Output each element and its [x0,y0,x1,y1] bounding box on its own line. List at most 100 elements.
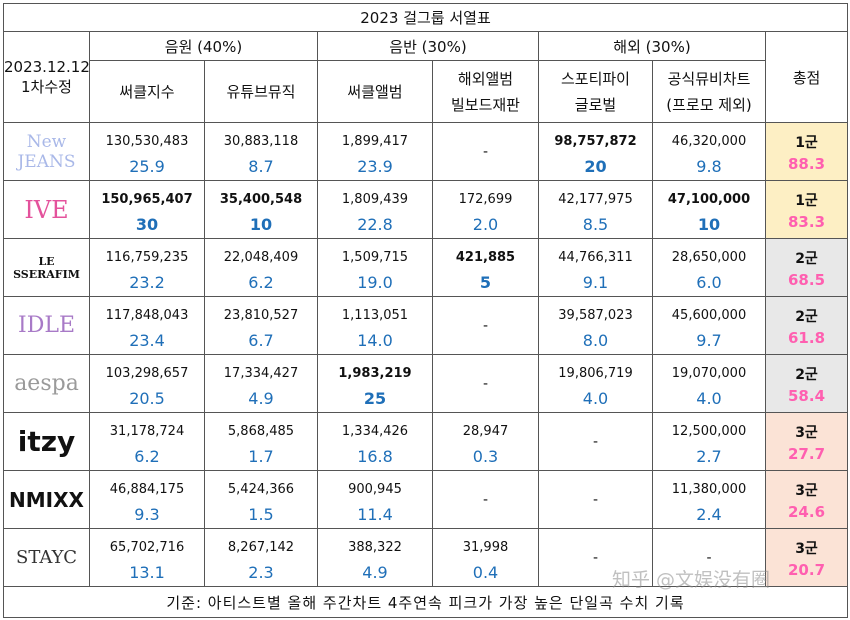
empty-value: - [482,143,489,160]
group-logo-text: IDLE [18,313,75,338]
score-value: 9.8 [696,156,722,176]
score-value: 0.4 [472,562,499,582]
cell-total: 2군 61.8 [764,296,849,355]
raw-value: 46,320,000 [671,133,747,149]
table-row: IDLE 117,848,043 23.4 23,810,527 6.7 1,113,05… [3,296,849,355]
cell-spotify: - [538,528,653,587]
tier-label: 3군 [795,482,818,499]
cell-circle-index: 31,178,724 6.2 [89,412,205,471]
group-logo: itzy [3,412,90,471]
cell-mv: 47,100,000 10 [652,180,766,239]
cell-mv: 28,650,000 6.0 [652,238,766,297]
cell-youtube: 8,267,142 2.3 [204,528,318,587]
raw-value: 8,267,142 [227,539,295,555]
raw-value: 31,178,724 [109,423,185,439]
cell-circle-album: 1,809,439 22.8 [317,180,433,239]
raw-value: 1,899,417 [341,133,409,149]
group-logo-text: New JEANS [17,131,76,172]
raw-value: 31,998 [462,539,509,555]
score-value: 9.3 [134,504,160,524]
score-value: 8.0 [582,330,609,350]
table-title: 2023 걸그룹 서열표 [2,3,849,32]
raw-value: 388,322 [348,539,402,555]
table-row: LE SSERAFIM 116,759,235 23.2 22,048,409 6.2 1… [3,238,849,297]
empty-value: - [592,491,599,508]
group-logo-text: IVE [24,195,69,224]
raw-value: 35,400,548 [219,191,303,207]
cell-total: 2군 58.4 [764,354,849,413]
score-value: 23.9 [357,156,393,176]
group-logo: LE SSERAFIM [3,238,90,297]
cell-overseas-album: 31,998 0.4 [432,528,539,587]
cell-overseas-album: - [432,122,539,181]
group-logo-text: STAYC [16,547,77,568]
cell-total: 3군 24.6 [764,470,849,529]
cell-spotify: 98,757,872 20 [538,122,653,181]
cell-circle-index: 65,702,716 13.1 [89,528,205,587]
raw-value: 39,587,023 [558,307,633,323]
raw-value: 17,334,427 [223,365,299,381]
col-overseas-album-line2: 빌보드재판 [450,95,520,114]
total-score: 88.3 [788,154,826,173]
raw-value: 1,983,219 [338,365,412,381]
empty-value: - [706,549,712,566]
cell-mv: - [652,528,766,587]
cell-youtube: 17,334,427 4.9 [204,354,318,413]
group-logo-text: aespa [14,371,79,396]
raw-value: 421,885 [455,249,516,265]
score-value: 2.0 [472,214,499,234]
watermark: 知乎 @文娱没有圈 [612,569,771,591]
raw-value: 98,757,872 [554,133,637,149]
score-value: 1.7 [248,446,274,466]
raw-value: 23,810,527 [223,307,299,323]
tier-label: 1군 [795,134,818,151]
cell-spotify: 19,806,719 4.0 [538,354,653,413]
total-score: 20.7 [788,560,826,579]
score-value: 4.9 [248,388,274,408]
tier-label: 3군 [795,540,818,557]
cell-circle-album: 1,899,417 23.9 [317,122,433,181]
cell-mv: 45,600,000 9.7 [652,296,766,355]
score-value: 8.5 [582,214,609,234]
total-score: 68.5 [788,270,826,289]
cell-overseas-album: - [432,470,539,529]
raw-value: 65,702,716 [109,539,185,555]
section-streaming: 음원 (40%) [89,31,318,61]
group-logo: IDLE [3,296,90,355]
col-circle-index: 써클지수 [89,60,205,123]
cell-spotify: 39,587,023 8.0 [538,296,653,355]
group-logo-text: NMIXX [9,487,84,512]
ranking-rows: New JEANS 130,530,483 25.9 30,883,118 8.7 1,8… [3,122,849,587]
cell-youtube: 5,424,366 1.5 [204,470,318,529]
col-spotify-line2: 글로벌 [574,95,617,114]
raw-value: 28,947 [462,423,509,439]
raw-value: 1,113,051 [341,307,409,323]
cell-mv: 19,070,000 4.0 [652,354,766,413]
cell-youtube: 22,048,409 6.2 [204,238,318,297]
col-overseas-album: 해외앨범 빌보드재판 [432,60,539,123]
group-logo: aespa [3,354,90,413]
cell-circle-index: 46,884,175 9.3 [89,470,205,529]
score-value: 23.4 [129,330,165,350]
table-row: STAYC 65,702,716 13.1 8,267,142 2.3 388,322 4.… [3,528,849,587]
raw-value: 1,809,439 [341,191,409,207]
cell-youtube: 23,810,527 6.7 [204,296,318,355]
cell-spotify: 42,177,975 8.5 [538,180,653,239]
cell-total: 1군 83.3 [764,180,849,239]
score-value: 2.7 [696,446,722,466]
score-value: 30 [135,214,159,234]
score-value: 0.3 [472,446,499,466]
col-mv-line2: (프로모 제외) [666,95,752,114]
raw-value: 130,530,483 [105,133,189,149]
cell-overseas-album: 172,699 2.0 [432,180,539,239]
total-score: 27.7 [788,444,826,463]
footnote: 기준: 아티스트별 올해 주간차트 4주연속 피크가 가장 높은 단일곡 수치 … [2,586,849,618]
cell-circle-album: 1,113,051 14.0 [317,296,433,355]
girlgroup-ranking-table: 2023 걸그룹 서열표 2023.12.12 1차수정 음원 (40%) 음반… [2,3,849,618]
raw-value: 46,884,175 [109,481,185,497]
group-logo: New JEANS [3,122,90,181]
tier-label: 1군 [795,192,818,209]
cell-youtube: 35,400,548 10 [204,180,318,239]
score-value: 2.3 [248,562,274,582]
total-score: 24.6 [788,502,826,521]
